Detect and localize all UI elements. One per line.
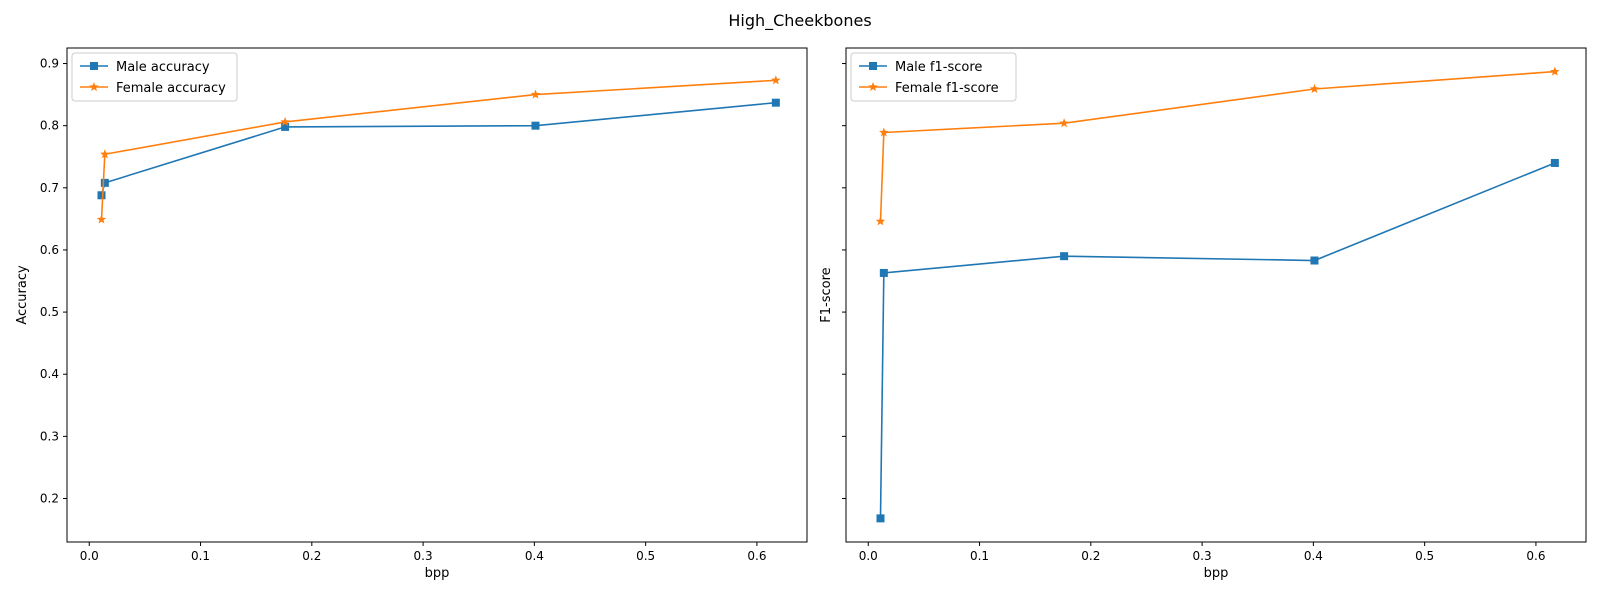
y-tick-label: 0.6 xyxy=(40,243,59,257)
x-tick-label: 0.0 xyxy=(859,549,878,563)
accuracy-chart: 0.0 0.1 0.2 0.3 0.4 0.5 0.6 0.2 0.3 0.4 0.5 0.6 0.7 0… xyxy=(15,47,808,581)
series-male-f1-score xyxy=(876,158,1559,523)
data-point xyxy=(100,149,110,159)
data-point xyxy=(530,89,541,99)
x-tick-label: 0.1 xyxy=(970,549,989,563)
x-tick-label: 0.6 xyxy=(747,549,766,563)
x-tick-label: 0.2 xyxy=(302,549,321,563)
data-point xyxy=(1060,252,1069,261)
f1-score-chart: 0.0 0.1 0.2 0.3 0.4 0.5 0.6 bpp F1-score Male f1-… xyxy=(819,47,1587,581)
data-point xyxy=(1310,256,1319,265)
data-point xyxy=(1550,66,1560,76)
legend-label: Female f1-score xyxy=(895,81,999,96)
x-tick-label: 0.6 xyxy=(1526,549,1545,563)
y-tick-label: 0.7 xyxy=(40,181,59,195)
series-female-accuracy xyxy=(96,75,781,224)
legend-marker xyxy=(90,62,98,70)
x-axis-label: bpp xyxy=(425,566,450,581)
plot-frame xyxy=(845,47,1587,543)
y-axis-label: F1-score xyxy=(819,267,834,322)
data-point xyxy=(876,514,885,523)
data-point xyxy=(879,268,888,277)
series-male-accuracy xyxy=(97,98,780,200)
series-female-f1-score xyxy=(875,66,1560,226)
x-tick-label: 0.1 xyxy=(191,549,210,563)
data-point xyxy=(1059,118,1069,128)
figure-title: High_Cheekbones xyxy=(728,11,871,31)
legend-label: Male f1-score xyxy=(895,60,982,75)
legend: Male accuracy Female accuracy xyxy=(71,52,238,102)
data-point xyxy=(96,214,107,224)
legend-label: Female accuracy xyxy=(116,81,226,96)
legend-label: Male accuracy xyxy=(116,60,210,75)
y-tick-label: 0.2 xyxy=(40,492,59,506)
x-tick-label: 0.3 xyxy=(414,549,433,563)
data-point xyxy=(1309,84,1320,94)
data-point xyxy=(771,98,780,107)
legend-marker xyxy=(868,82,878,92)
legend-marker xyxy=(89,82,99,92)
y-tick-label: 0.4 xyxy=(40,367,59,381)
data-point xyxy=(771,75,781,85)
x-tick-label: 0.4 xyxy=(525,549,544,563)
data-point xyxy=(531,121,540,130)
legend-frame xyxy=(850,52,1017,102)
x-tick-label: 0.3 xyxy=(1193,549,1212,563)
y-tick-label: 0.5 xyxy=(40,305,59,319)
legend-marker xyxy=(869,62,877,70)
legend-frame xyxy=(71,52,238,102)
series-line xyxy=(100,101,776,196)
data-point xyxy=(879,127,889,137)
y-tick-label: 0.8 xyxy=(40,119,59,133)
x-tick-label: 0.5 xyxy=(1415,549,1434,563)
series-line xyxy=(879,162,1556,519)
plot-frame xyxy=(66,47,808,543)
data-point xyxy=(1550,158,1559,167)
data-point xyxy=(281,122,290,131)
data-point xyxy=(100,178,109,187)
legend: Male f1-score Female f1-score xyxy=(850,52,1017,102)
x-axis-label: bpp xyxy=(1204,566,1229,581)
x-tick-label: 0.0 xyxy=(80,549,99,563)
y-axis-label: Accuracy xyxy=(15,265,30,325)
data-point xyxy=(875,216,886,226)
x-tick-label: 0.2 xyxy=(1081,549,1100,563)
data-point xyxy=(280,116,290,126)
x-tick-label: 0.5 xyxy=(636,549,655,563)
y-tick-label: 0.9 xyxy=(40,57,59,71)
x-tick-label: 0.4 xyxy=(1304,549,1323,563)
data-point xyxy=(97,191,106,200)
y-tick-label: 0.3 xyxy=(40,429,59,443)
